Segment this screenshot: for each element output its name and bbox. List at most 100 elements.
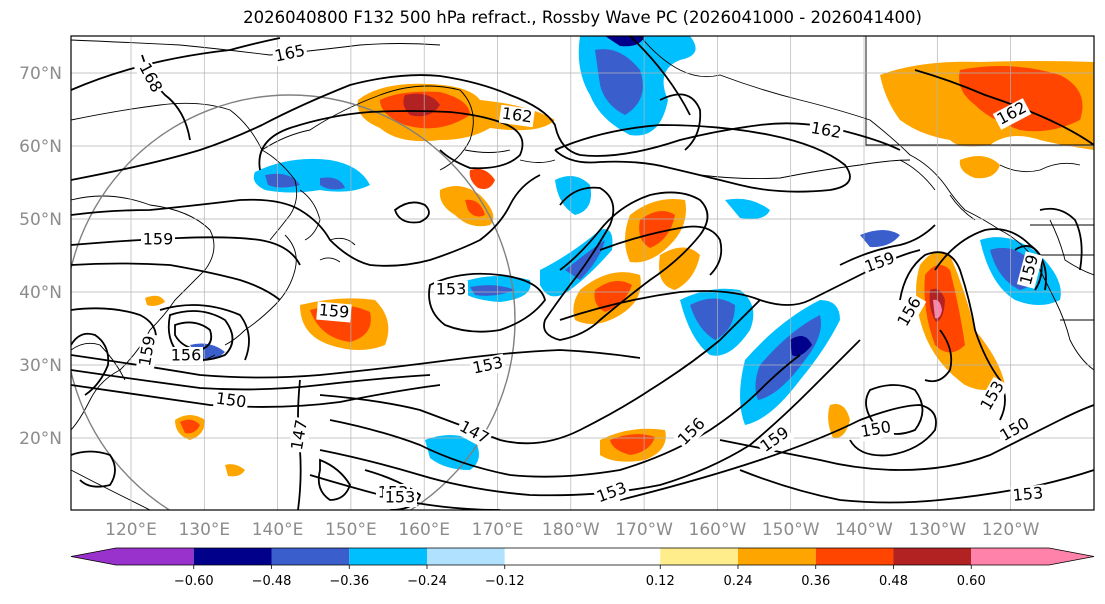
coastline [71,342,126,381]
contour-label: 156 [171,346,202,365]
latitude-label: 70°N [19,64,62,84]
coastline [865,36,1094,146]
colorbar-tick-label: −0.12 [485,574,525,589]
contour-line [167,310,234,361]
anomaly-blob [470,285,515,296]
contour-line [543,186,709,341]
contour-label-background [1016,251,1044,289]
coastline [71,469,151,510]
contour-label-background [592,478,632,508]
contour-label-background [807,119,845,143]
contour-line [428,272,546,333]
contour-label-background [673,413,711,451]
colorbar-segment [427,548,505,565]
anomaly-blob [790,336,812,357]
contour-label-background [141,231,175,249]
colorbar-segment [971,548,1049,565]
contour-label-background [976,376,1010,416]
anomaly-blob [639,211,675,248]
colorbar: −0.60 −0.48 −0.36 −0.24 −0.12 0.12 0.24 0.36 0.4… [70,547,1095,589]
anomaly-blob [924,265,965,353]
map-title: 2026040800 F132 500 hPa refract., Rossby… [243,8,922,27]
contour-line [174,321,213,351]
contour-line [71,369,431,391]
anomaly-shading [145,36,1094,477]
latitude-label: 50°N [19,210,62,230]
longitude-label: 150°E [325,520,377,540]
colorbar-tick-label: 0.12 [646,574,675,589]
contour-line [619,404,937,501]
coastline [71,195,215,431]
anomaly-blob [959,66,1083,132]
colorbar-segment [116,548,194,565]
contour-label-background [136,332,160,370]
colorbar-segment [504,548,661,565]
contour-line [71,74,901,181]
contour-line [364,469,422,510]
colorbar-segment [738,548,816,565]
coastline [1030,224,1094,321]
contour-label: 165 [273,41,307,66]
contour-label-background [212,389,250,413]
coastline [244,234,297,331]
contour-line [934,228,1047,291]
contour-label-background [454,417,494,449]
contour-line [71,174,541,267]
colorbar-tick-label: −0.24 [407,574,447,589]
colorbar-segment [660,548,738,565]
coastline [71,39,441,56]
contour-label-background [434,281,468,299]
contour-label-background [1010,484,1046,506]
projection-circle [71,94,516,510]
contour-label: 162 [809,118,842,142]
coastline [639,36,871,121]
contour-line [554,124,851,193]
contour-line [599,225,723,276]
contour-label-background [995,413,1035,447]
latitude-label: 30°N [19,356,62,376]
contour-label-background [169,347,203,365]
latitude-labels: 70°N 60°N 50°N 40°N 30°N 20°N [19,64,62,449]
contour-line [71,450,116,488]
longitude-labels: 120°E 130°E 140°E 150°E 160°E 170°E 180°W 170°W… [105,520,1040,540]
contour-lines [71,36,1094,510]
contour-line [839,224,936,266]
contour-label: 153 [1012,483,1044,505]
colorbar-extend-low [71,548,116,565]
contour-label: 147 [287,418,311,451]
longitude-label: 130°W [908,520,966,540]
contour-label: 159 [135,334,159,367]
latitude-label: 60°N [19,137,62,157]
contour-line [924,329,953,383]
contour-line [319,339,861,497]
contour-label-background [383,489,417,507]
contour-line [719,404,1094,471]
contour-label: 153 [594,478,629,506]
anomaly-blob [265,173,345,190]
contour-label: 150 [215,388,248,411]
contour-label-background [893,292,927,332]
contour-label: 159 [862,248,897,276]
coastline [699,159,911,180]
colorbar-segment [193,548,272,565]
contour-line [739,469,1094,504]
colorbar-tick-label: 0.48 [879,574,908,589]
anomaly-blob [959,156,1000,179]
contour-label: 156 [674,414,709,449]
contour-line [319,299,761,445]
coastline [319,237,356,263]
contour-line [317,458,351,501]
coastline [899,159,976,221]
colorbar-tick-label: −0.48 [252,574,292,589]
colorbar-tick-label: 0.24 [724,574,753,589]
colorbar-segment [815,548,894,565]
contour-line [71,349,641,379]
contour-line [71,262,281,301]
coastline [1049,219,1094,276]
anomaly-blob [594,281,632,312]
anomaly-blob [659,247,700,290]
contour-label: 150 [859,417,892,441]
colorbar-tick-label: −0.60 [174,574,214,589]
contour-label-background [498,104,536,128]
